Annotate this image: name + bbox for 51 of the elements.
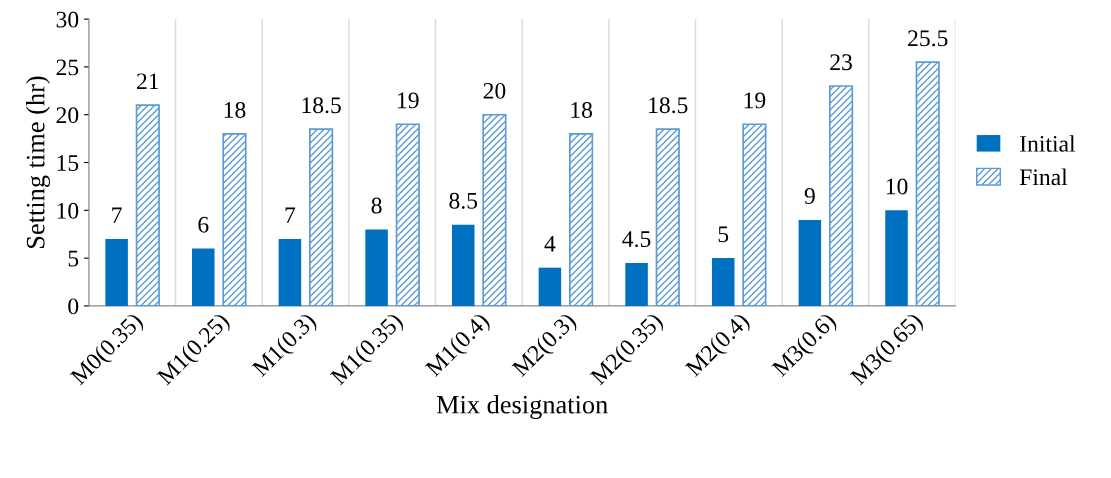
data-label: 19 (398, 92, 419, 109)
bar (135, 104, 160, 306)
bar (798, 219, 822, 306)
data-label: 5 (718, 226, 729, 243)
bar (711, 258, 735, 306)
bar (395, 123, 420, 306)
bar (451, 224, 475, 306)
y-tick-label: 30 (56, 11, 79, 28)
y-axis-title: Setting time (hr) (25, 76, 50, 248)
bar (568, 133, 594, 306)
data-label: 18 (224, 102, 246, 118)
data-label: 20 (483, 82, 506, 99)
y-tick-label: 0 (68, 298, 79, 315)
data-label: 8 (371, 197, 382, 214)
data-label: 7 (285, 207, 296, 223)
data-label: 18.5 (302, 97, 341, 114)
data-label: 25.5 (908, 30, 948, 47)
bar (482, 113, 507, 306)
data-label: 8.5 (449, 192, 478, 209)
data-label: 18.5 (649, 97, 688, 114)
y-tick-label: 25 (56, 59, 79, 76)
bar (655, 128, 680, 306)
data-label: 4 (544, 236, 556, 252)
bar (278, 239, 302, 306)
y-tick-label: 15 (57, 155, 79, 171)
data-label: 7 (112, 207, 122, 223)
data-label: 6 (198, 216, 209, 233)
x-axis-title: Mix designation (436, 395, 608, 420)
bar (192, 248, 215, 306)
data-label: 9 (804, 188, 815, 204)
data-label: 23 (830, 54, 852, 71)
data-label: 19 (744, 92, 766, 109)
data-label: 10 (886, 178, 908, 195)
bar (885, 210, 908, 306)
bar (625, 262, 648, 306)
bar (828, 85, 854, 306)
bar (309, 128, 334, 306)
data-label: 4.5 (622, 231, 651, 248)
bar (538, 267, 562, 306)
legend-label: Initial (1020, 135, 1076, 152)
data-label: 21 (137, 73, 159, 90)
bar (222, 133, 247, 306)
data-label: 18 (571, 102, 592, 118)
legend-label: Final (1019, 168, 1068, 186)
bar (365, 229, 388, 306)
bar (742, 123, 767, 306)
bar (915, 61, 940, 306)
y-tick-label: 5 (68, 250, 79, 267)
y-tick-label: 10 (57, 202, 79, 219)
bar (105, 239, 128, 306)
y-tick-label: 20 (56, 107, 79, 124)
